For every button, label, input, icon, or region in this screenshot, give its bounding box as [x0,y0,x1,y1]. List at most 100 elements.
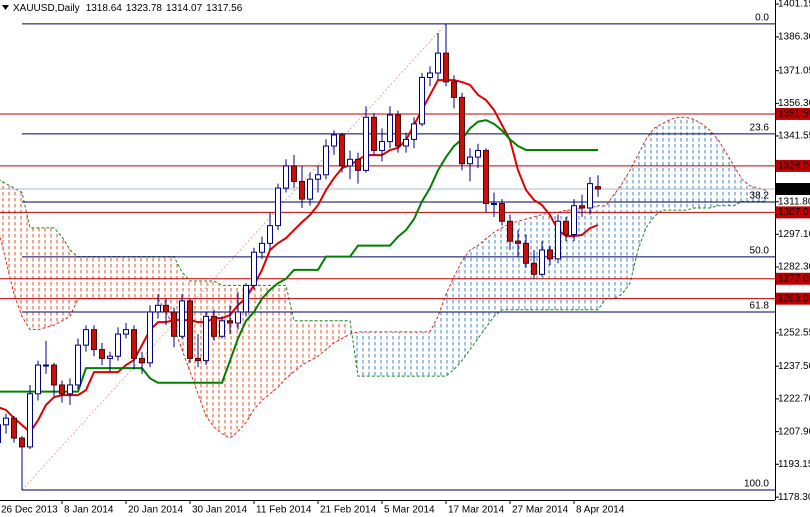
header: XAUUSD,Daily 1318.64 1323.78 1314.07 1317.56 [2,3,243,14]
y-tick-label: 1401.15 [778,0,810,10]
candle-body [459,96,465,165]
cloud-fill [430,316,438,377]
fib-level-label: 23.6 [750,122,770,133]
y-tick-label: 1371.05 [778,65,810,76]
y-tick-label: 1252.55 [778,327,810,338]
level-price-label: 1268.00 [778,293,810,304]
candle-body [387,114,393,143]
y-tick-label: 1207.90 [778,426,810,437]
x-tick-label: 8 Jan 2014 [64,505,114,516]
cloud-fill [22,192,30,330]
level-price-box [776,206,810,219]
candle-body [123,329,129,335]
cloud-fill [278,285,286,388]
cloud-fill [614,183,622,299]
last-close: 1317.56 [206,3,243,14]
candle-body [307,178,313,200]
candle-body [339,134,345,167]
cloud-fill [78,256,86,299]
cloud-fill [654,123,662,217]
cloud-fill [462,250,470,361]
symbol-title: XAUUSD,Daily [13,3,80,14]
cloud-fill [638,139,646,250]
senkou-span-b [0,179,766,377]
candle-body [291,165,297,182]
candle-body [27,393,33,448]
last-high: 1323.78 [126,3,163,14]
cloud-fill [438,294,446,377]
candle-body [395,114,401,147]
candle-body [483,149,489,205]
cloud-fill [646,128,654,228]
cloud-fill [342,320,350,339]
candle-body [443,52,449,83]
candle-body [19,437,25,448]
candle-body [571,205,577,236]
cloud-fill [318,320,326,357]
x-tick-label: 26 Dec 2013 [1,505,58,516]
chart-header: XAUUSD,Daily 1318.64 1323.78 1314.07 1317.56 [13,3,243,14]
cloud-fill [678,117,686,211]
candle-body [179,300,185,337]
cloud-fill [46,227,54,328]
cloud-fill [478,238,486,339]
cloud-fill [270,285,278,394]
cloud-fill [686,117,694,211]
y-tick-label: 1356.30 [778,98,810,109]
candle-body [595,186,601,190]
cloud-fill [598,205,606,310]
cloud-fill [486,232,494,328]
cloud-fill [630,154,638,284]
cloud-fill [750,185,758,202]
candle-body [235,311,241,324]
cloud-fill [742,179,750,202]
cloud-fill [94,256,102,299]
x-tick-label: 27 Mar 2014 [512,505,569,516]
last-low: 1314.07 [166,3,203,14]
indicator-line [0,79,599,434]
current-price-box [776,183,810,196]
cloud-fill [286,285,294,379]
cloud-fill [374,331,382,377]
candle-body [259,242,265,253]
cloud-fill [230,285,238,439]
cloud-fill [334,320,342,343]
fib-level-label: 38.2 [750,191,770,202]
cloud-fill [390,331,398,377]
indicator-line [0,119,598,393]
current-price-label: 1317.56 [778,184,810,195]
candle-body [491,203,497,206]
level-price-box [776,107,810,120]
candle-body [211,315,217,337]
x-tick-label: 17 Mar 2014 [448,505,505,516]
y-tick-label: 1237.50 [778,361,810,372]
candle-body [59,384,65,395]
candle-body [467,156,473,165]
cloud-fill [254,285,262,410]
candle-body [587,183,593,209]
x-tick-label: 11 Feb 2014 [256,505,312,516]
candle-body [0,424,1,443]
candle-body [67,384,73,395]
candle-body [531,262,537,275]
cloud-fill [662,119,670,211]
cloud-fill [518,219,526,310]
fib-level-label: 100.0 [744,479,769,490]
x-tick-label: 5 Mar 2014 [384,505,435,516]
candle-body [275,187,281,227]
candle-body [147,311,153,364]
candle-body [331,134,337,147]
cloud-fill [214,280,222,434]
candle-body [195,357,201,362]
cloud-fill [294,320,302,372]
cloud-fill [150,256,158,299]
candle-body [115,333,121,357]
candle-body [323,145,329,176]
cloud-fill [310,320,318,361]
candle-body [267,225,273,244]
candle-body [411,123,417,140]
candle-body [243,284,249,313]
cloud-fill [86,256,94,299]
